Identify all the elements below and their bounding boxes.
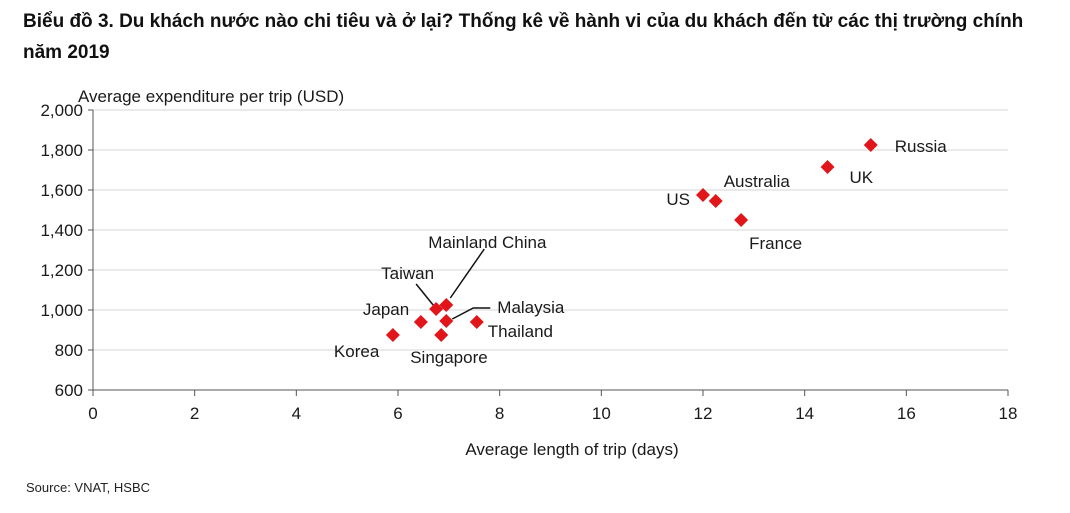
label-taiwan: Taiwan: [381, 264, 434, 283]
label-mainland-china: Mainland China: [428, 233, 547, 252]
y-tick-label: 800: [55, 341, 83, 360]
y-tick-label: 1,200: [40, 261, 83, 280]
point-uk: [820, 160, 835, 174]
y-tick-label: 600: [55, 381, 83, 400]
point-singapore: [434, 328, 449, 342]
leader-mainland-china: [449, 248, 485, 299]
point-thailand: [469, 315, 484, 329]
point-mainland-china: [439, 298, 454, 312]
tick-labels: 600 800 1,000 1,200 1,400 1,600 1,800 2,000 0 2 4 6…: [40, 101, 1017, 423]
point-taiwan: [429, 302, 444, 316]
y-tick-label: 1,000: [40, 301, 83, 320]
label-singapore: Singapore: [410, 348, 488, 367]
x-tick-label: 14: [795, 404, 814, 423]
y-tick-label: 1,400: [40, 221, 83, 240]
leader-malaysia: [451, 307, 491, 320]
x-tick-label: 2: [190, 404, 199, 423]
label-japan: Japan: [363, 300, 409, 319]
grid-lines: [93, 109, 1008, 351]
point-france: [734, 213, 749, 227]
x-tick-label: 16: [897, 404, 916, 423]
point-labels: Russia UK Australia US France Mainland China T…: [334, 137, 947, 367]
label-korea: Korea: [334, 342, 380, 361]
label-australia: Australia: [724, 172, 791, 191]
chart-title: Biểu đồ 3. Du khách nước nào chi tiêu và…: [23, 11, 1024, 63]
x-tick-label: 18: [999, 404, 1018, 423]
y-tick-label: 1,800: [40, 141, 83, 160]
x-axis-label: Average length of trip (days): [465, 440, 678, 459]
label-france: France: [749, 234, 802, 253]
point-malaysia: [439, 314, 454, 328]
source-note: Source: VNAT, HSBC: [26, 480, 151, 495]
x-tick-label: 4: [292, 404, 301, 423]
leader-lines: [415, 248, 491, 320]
label-uk: UK: [850, 168, 874, 187]
x-tick-label: 10: [592, 404, 611, 423]
y-axis-label: Average expenditure per trip (USD): [78, 87, 344, 106]
x-tick-label: 6: [393, 404, 402, 423]
point-russia: [863, 138, 878, 152]
point-us: [696, 188, 710, 202]
point-japan: [413, 315, 428, 329]
leader-taiwan: [415, 283, 434, 306]
y-tick-label: 1,600: [40, 181, 83, 200]
x-tick-label: 12: [694, 404, 713, 423]
y-tick-label: 2,000: [40, 101, 83, 120]
label-russia: Russia: [895, 137, 948, 156]
label-us: US: [666, 190, 690, 209]
point-australia: [708, 194, 723, 208]
data-points: [385, 138, 878, 342]
x-tick-label: 0: [88, 404, 97, 423]
label-malaysia: Malaysia: [497, 298, 565, 317]
point-korea: [385, 328, 400, 342]
x-tick-label: 8: [495, 404, 504, 423]
label-thailand: Thailand: [488, 322, 553, 341]
axes: [88, 109, 1009, 396]
